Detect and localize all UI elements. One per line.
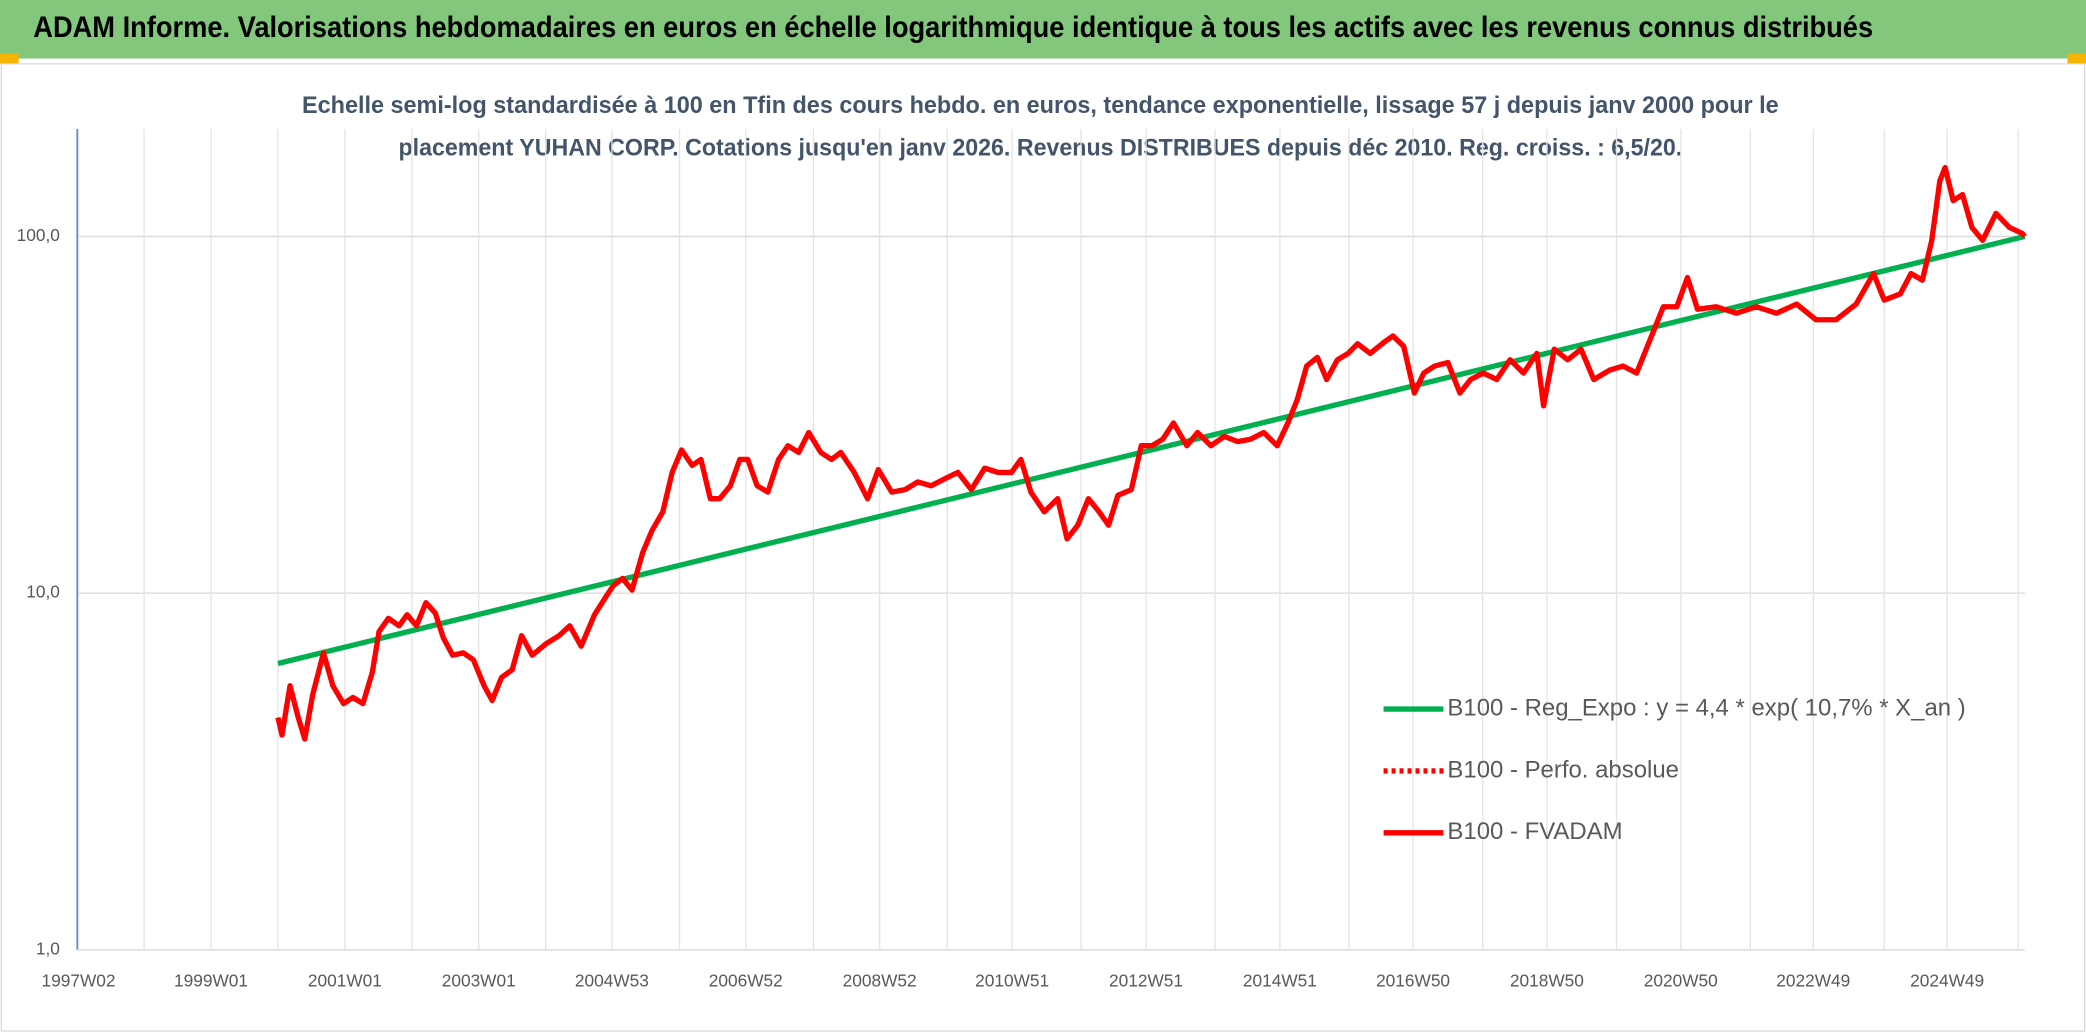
- subtitle: Echelle semi-log standardisée à 100 en T…: [302, 92, 1779, 119]
- x-tick-label: 2012W51: [1109, 970, 1183, 990]
- legend: B100 - Reg_Expo : y = 4,4 * exp( 10,7% *…: [1383, 694, 1966, 845]
- corner-mark: [0, 53, 19, 64]
- x-tick-label: 2001W01: [308, 970, 382, 990]
- x-tick-label: 2016W50: [1376, 970, 1450, 990]
- x-tick-label: 2006W52: [709, 970, 783, 990]
- chart-frame: [0, 63, 2086, 1032]
- x-tick-label: 2018W50: [1510, 970, 1584, 990]
- subtitle: placement YUHAN CORP. Cotations jusqu'en…: [398, 134, 1682, 161]
- y-tick-label: 100,0: [17, 225, 60, 245]
- grid: 1,0 10,0 100,0 1997W02 1999W01 2001W01 2003W01…: [17, 129, 2025, 990]
- page-title: ADAM Informe. Valorisations hebdomadaire…: [33, 12, 1873, 44]
- x-tick-label: 2008W52: [843, 970, 917, 990]
- x-tick-label: 1999W01: [174, 970, 248, 990]
- series-line: [275, 164, 2027, 742]
- corner-mark: [2067, 53, 2086, 64]
- legend-label: B100 - Perfo. absolue: [1447, 756, 1679, 783]
- x-tick-label: 2024W49: [1910, 970, 1984, 990]
- x-tick-label: 2022W49: [1776, 970, 1850, 990]
- x-tick-label: 2020W50: [1644, 970, 1718, 990]
- legend-label: B100 - Reg_Expo : y = 4,4 * exp( 10,7% *…: [1447, 694, 1965, 721]
- y-tick-label: 1,0: [36, 938, 60, 958]
- x-tick-label: 2003W01: [442, 970, 516, 990]
- x-tick-label: 2004W53: [575, 970, 649, 990]
- plot: [275, 164, 2027, 742]
- x-tick-label: 1997W02: [42, 970, 116, 990]
- legend-label: B100 - FVADAM: [1447, 818, 1622, 845]
- series-line: [277, 233, 2026, 667]
- header-bar: [0, 0, 2086, 59]
- y-tick-label: 10,0: [26, 582, 60, 602]
- x-tick-label: 2014W51: [1243, 970, 1317, 990]
- x-tick-label: 2010W51: [975, 970, 1049, 990]
